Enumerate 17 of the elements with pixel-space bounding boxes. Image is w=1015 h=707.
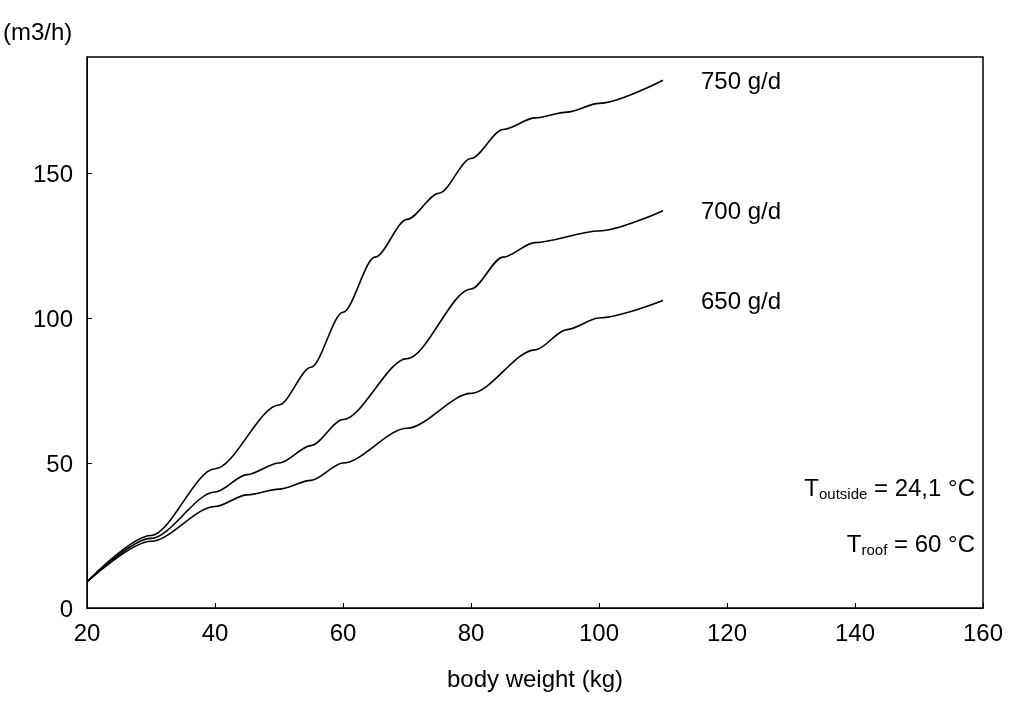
y-tick-label: 0 [59,594,73,622]
x-axis-title: body weight (kg) [446,664,624,692]
x-tick-label: 40 [201,618,229,646]
y-tick-label: 150 [32,159,73,187]
y-tick-label: 50 [46,449,73,477]
x-tick-label: 160 [962,618,1004,646]
x-tick-label: 140 [834,618,876,646]
x-tick-label: 20 [73,618,101,646]
y-axis-title: (m3/h) [3,17,73,45]
series-label: 700 g/d [701,197,782,225]
x-tick-label: 80 [457,618,485,646]
series-label: 750 g/d [701,66,782,94]
x-tick-label: 100 [578,618,620,646]
series-label: 650 g/d [701,287,782,315]
x-tick-label: 120 [706,618,748,646]
x-tick-label: 60 [329,618,357,646]
y-tick-label: 100 [32,304,73,332]
